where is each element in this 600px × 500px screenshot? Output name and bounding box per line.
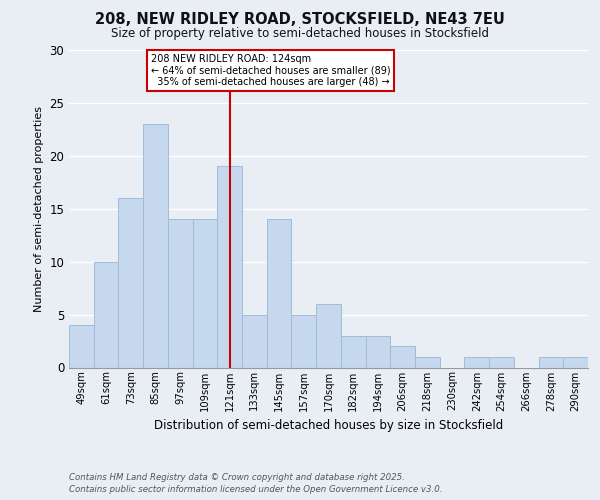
- Bar: [193, 220, 217, 368]
- Bar: [118, 198, 143, 368]
- Y-axis label: Number of semi-detached properties: Number of semi-detached properties: [34, 106, 44, 312]
- Bar: [242, 314, 267, 368]
- Bar: [217, 166, 242, 368]
- Text: Contains HM Land Registry data © Crown copyright and database right 2025.: Contains HM Land Registry data © Crown c…: [69, 472, 405, 482]
- Bar: [69, 325, 94, 368]
- Bar: [365, 336, 390, 368]
- X-axis label: Distribution of semi-detached houses by size in Stocksfield: Distribution of semi-detached houses by …: [154, 419, 503, 432]
- Bar: [464, 357, 489, 368]
- Bar: [94, 262, 118, 368]
- Text: 208, NEW RIDLEY ROAD, STOCKSFIELD, NE43 7EU: 208, NEW RIDLEY ROAD, STOCKSFIELD, NE43 …: [95, 12, 505, 28]
- Bar: [489, 357, 514, 368]
- Bar: [539, 357, 563, 368]
- Text: Contains public sector information licensed under the Open Government Licence v3: Contains public sector information licen…: [69, 485, 443, 494]
- Bar: [316, 304, 341, 368]
- Bar: [168, 220, 193, 368]
- Bar: [341, 336, 365, 368]
- Text: 208 NEW RIDLEY ROAD: 124sqm
← 64% of semi-detached houses are smaller (89)
  35%: 208 NEW RIDLEY ROAD: 124sqm ← 64% of sem…: [151, 54, 390, 88]
- Text: Size of property relative to semi-detached houses in Stocksfield: Size of property relative to semi-detach…: [111, 28, 489, 40]
- Bar: [415, 357, 440, 368]
- Bar: [563, 357, 588, 368]
- Bar: [143, 124, 168, 368]
- Bar: [267, 220, 292, 368]
- Bar: [292, 314, 316, 368]
- Bar: [390, 346, 415, 368]
